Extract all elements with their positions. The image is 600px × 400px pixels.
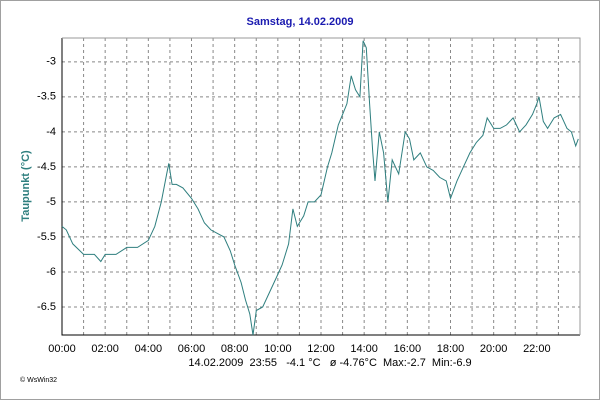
y-axis-label: Taupunkt (°C) <box>20 150 32 222</box>
x-tick-label: 10:00 <box>264 343 292 355</box>
x-tick-label: 18:00 <box>437 343 465 355</box>
y-tick-label: -5 <box>46 196 56 208</box>
plot-border <box>61 38 580 336</box>
y-tick-label: -6.5 <box>37 301 56 313</box>
x-tick-label: 20:00 <box>480 343 508 355</box>
x-tick-label: 22:00 <box>523 343 551 355</box>
x-tick-label: 06:00 <box>178 343 206 355</box>
chart-title: Samstag, 14.02.2009 <box>246 16 353 28</box>
y-tick-label: -6 <box>46 266 56 278</box>
info-line: 14.02.2009 23:55 -4.1 °C ø -4.76°C Max:-… <box>188 357 471 369</box>
credit: © WsWin32 <box>20 376 57 384</box>
x-tick-label: 14:00 <box>350 343 378 355</box>
data-line <box>61 40 579 336</box>
y-tick-label: -3.5 <box>37 91 56 103</box>
y-tick-label: -4.5 <box>37 161 56 173</box>
x-tick-label: 00:00 <box>48 343 76 355</box>
x-tick-label: 04:00 <box>135 343 163 355</box>
x-tick-label: 16:00 <box>394 343 422 355</box>
y-tick-label: -3 <box>46 56 56 68</box>
x-tick-label: 02:00 <box>91 343 119 355</box>
y-tick-label: -4 <box>46 126 56 138</box>
x-tick-label: 12:00 <box>307 343 335 355</box>
y-tick-label: -5.5 <box>37 231 56 243</box>
plot-border-light <box>62 37 581 335</box>
x-tick-label: 08:00 <box>221 343 249 355</box>
